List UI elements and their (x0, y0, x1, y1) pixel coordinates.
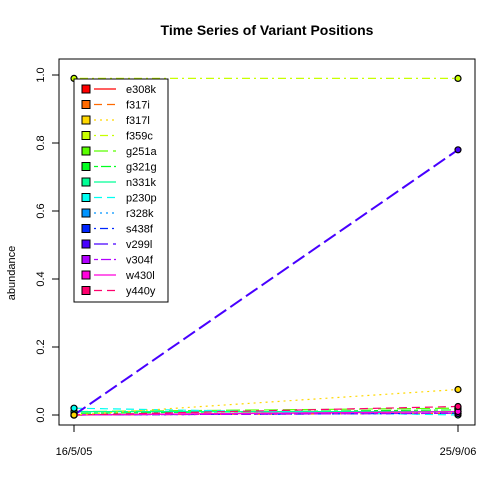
legend-label: y440y (126, 286, 156, 298)
legend-box (73, 78, 169, 303)
series-lines (73, 77, 459, 416)
legend-swatch (81, 239, 91, 249)
legend-label: p230p (126, 193, 157, 205)
data-point-y440y (454, 402, 462, 411)
legend-swatch (81, 177, 91, 187)
y-axis-label: abundance (6, 246, 18, 300)
legend-swatch (81, 115, 91, 125)
legend-label: n331k (126, 177, 156, 189)
legend-label: v299l (126, 239, 152, 251)
x-tick-label: 25/9/06 (440, 446, 477, 458)
legend-swatch (81, 162, 91, 171)
y-axis: 0.0 0.2 0.4 0.6 0.8 1.0 (35, 67, 60, 423)
y-tick-label: 0.6 (35, 203, 47, 218)
legend-label: g251a (126, 146, 157, 158)
legend-label: v304f (126, 255, 154, 267)
legend-swatch (81, 131, 91, 140)
legend-label: w430l (125, 270, 155, 282)
legend-label: r328k (126, 208, 154, 220)
data-point-v299l (454, 146, 462, 154)
y-tick-label: 0.0 (35, 407, 47, 422)
legend-label: g321g (126, 162, 157, 174)
series-points (70, 74, 462, 419)
legend-swatch (81, 255, 91, 264)
series-line-extra (73, 388, 459, 416)
legend-label: f317l (126, 115, 150, 127)
legend-label: f359c (126, 131, 153, 143)
legend-swatch (81, 208, 91, 218)
data-point-extra (70, 411, 78, 419)
y-tick-label: 0.8 (35, 135, 47, 150)
chart-title: Time Series of Variant Positions (161, 22, 374, 38)
x-axis: 16/5/05 25/9/06 (56, 424, 477, 458)
legend-swatch (81, 270, 91, 280)
legend-swatch (81, 224, 91, 233)
legend-swatch (81, 286, 91, 295)
legend-label: f317i (126, 100, 150, 112)
legend-swatch (81, 193, 91, 202)
series-line-v299l (73, 148, 459, 416)
legend-swatch (81, 84, 91, 94)
data-point-extra (454, 385, 462, 394)
data-point-p230p (70, 404, 78, 412)
legend-swatch (81, 100, 91, 109)
legend-swatch (81, 146, 91, 156)
x-tick-label: 16/5/05 (56, 446, 93, 458)
y-tick-label: 0.2 (35, 339, 47, 354)
legend: e308k f317i f317l f359c g251a g321g n331k p230p… (73, 78, 169, 303)
series-line-v304f (73, 412, 459, 416)
legend-label: e308k (126, 84, 156, 96)
y-tick-label: 0.4 (35, 271, 47, 286)
y-tick-label: 1.0 (35, 67, 47, 82)
legend-label: s438f (126, 224, 154, 236)
data-point-f359c (454, 74, 462, 83)
series-line-w430l (73, 411, 459, 416)
